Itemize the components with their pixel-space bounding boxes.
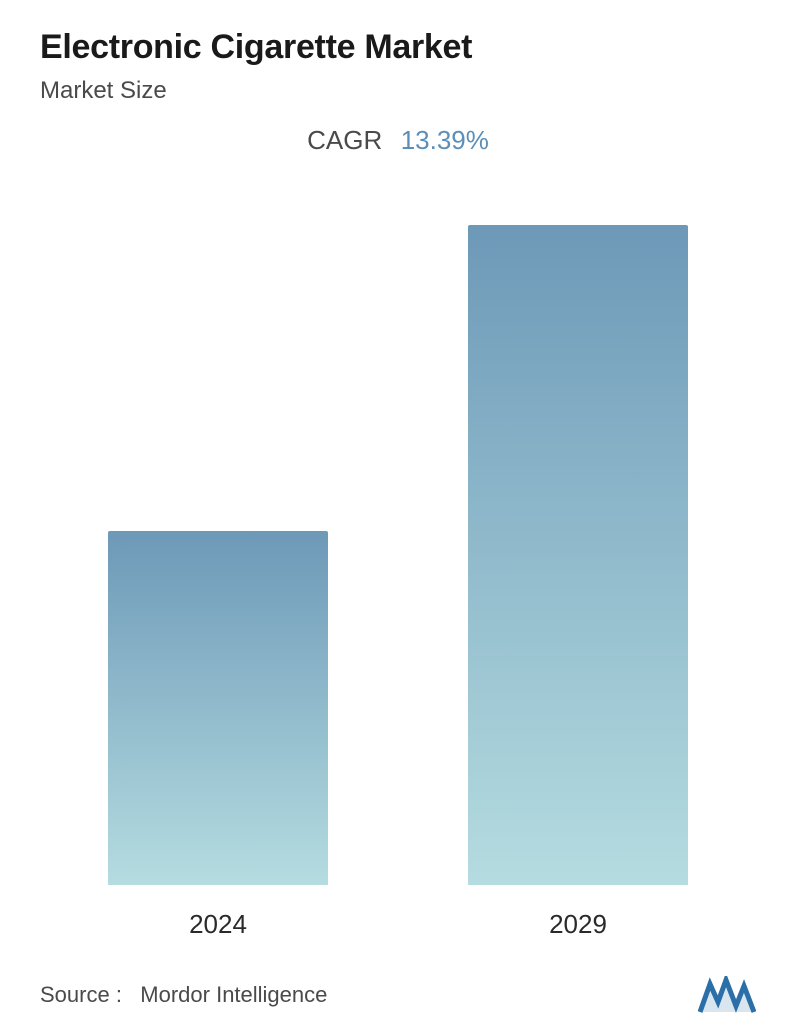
bar-label-0: 2024 (189, 909, 247, 940)
cagr-label: CAGR (307, 125, 382, 156)
chart-area: 2024 2029 (40, 176, 756, 940)
source-label: Source : (40, 982, 122, 1007)
cagr-value: 13.39% (401, 125, 489, 156)
brand-logo-icon (698, 976, 756, 1014)
source-text: Source : Mordor Intelligence (40, 982, 327, 1008)
bar-1 (468, 225, 688, 885)
bar-label-1: 2029 (549, 909, 607, 940)
chart-title: Electronic Cigarette Market (40, 28, 756, 67)
chart-plot: 2024 2029 (80, 260, 716, 940)
bar-group-1: 2029 (468, 225, 688, 940)
bar-0 (108, 531, 328, 885)
chart-subtitle: Market Size (40, 77, 756, 105)
footer: Source : Mordor Intelligence (40, 968, 756, 1014)
source-name: Mordor Intelligence (140, 982, 327, 1007)
cagr-row: CAGR 13.39% (40, 125, 756, 156)
bar-group-0: 2024 (108, 531, 328, 940)
chart-container: Electronic Cigarette Market Market Size … (0, 0, 796, 1034)
